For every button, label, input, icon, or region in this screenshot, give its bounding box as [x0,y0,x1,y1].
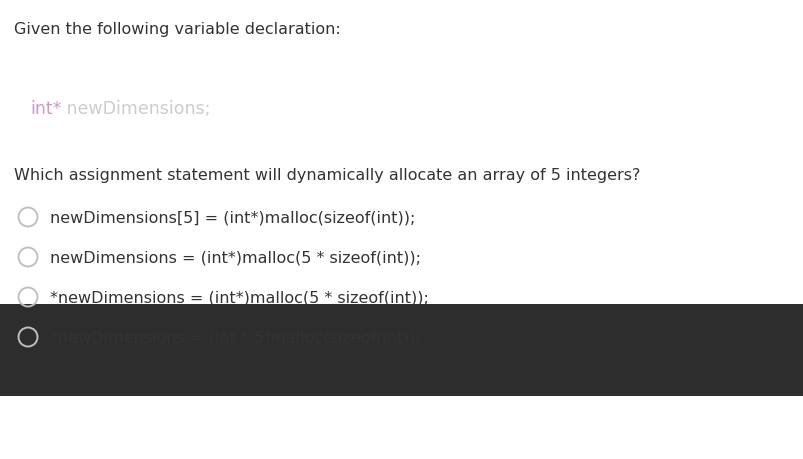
Text: *newDimensions = (int*)malloc(5 * sizeof(int));: *newDimensions = (int*)malloc(5 * sizeof… [50,290,428,305]
Text: newDimensions[5] = (int*)malloc(sizeof(int));: newDimensions[5] = (int*)malloc(sizeof(i… [50,210,415,225]
Text: newDimensions;: newDimensions; [61,100,210,118]
Text: int*: int* [30,100,61,118]
Text: Given the following variable declaration:: Given the following variable declaration… [14,22,340,37]
Text: Which assignment statement will dynamically allocate an array of 5 integers?: Which assignment statement will dynamica… [14,168,639,183]
FancyBboxPatch shape [0,304,803,396]
Text: newDimensions = (int*)malloc(5 * sizeof(int));: newDimensions = (int*)malloc(5 * sizeof(… [50,250,421,265]
Text: *newDimensions = (int * 5)malloc(sizeof(int));: *newDimensions = (int * 5)malloc(sizeof(… [50,330,421,345]
